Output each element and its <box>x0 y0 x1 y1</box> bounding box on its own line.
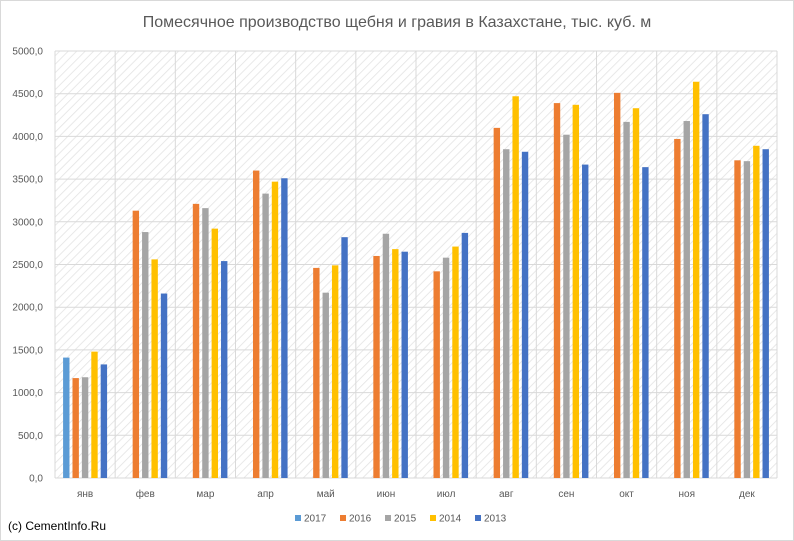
y-tick-label: 1000,0 <box>12 388 43 399</box>
legend-swatch-2014 <box>430 515 436 521</box>
x-tick-label: фев <box>136 488 155 500</box>
bar-2013-май <box>341 237 348 478</box>
legend-label: 2017 <box>304 514 327 525</box>
bar-2016-мар <box>192 203 200 478</box>
bar-2013-окт <box>642 167 649 479</box>
y-tick-label: 2000,0 <box>12 303 43 314</box>
bar-2016-янв <box>72 378 79 478</box>
legend-label: 2015 <box>394 514 417 525</box>
bar-2014-окт <box>632 108 640 478</box>
bar-2013-июл <box>461 232 469 478</box>
chart-title: Помесячное производство щебня и гравия в… <box>142 14 652 31</box>
bar-2016-фев <box>132 210 140 478</box>
bar-2015-дек <box>743 161 751 478</box>
x-tick-label: дек <box>739 489 755 500</box>
bar-2014-мар <box>211 228 219 478</box>
x-tick-label: мар <box>196 489 214 500</box>
legend-label: 2013 <box>484 514 507 525</box>
x-tick-label: июн <box>377 489 396 500</box>
x-tick-label: май <box>317 489 335 500</box>
x-tick-label: янв <box>77 489 93 500</box>
copyright-credit: (c) CementInfo.Ru <box>8 519 107 533</box>
bar-2016-май <box>313 267 320 478</box>
bar-2014-июл <box>452 246 459 478</box>
y-tick-label: 500,0 <box>18 431 43 442</box>
bar-2017-янв <box>63 357 70 478</box>
bar-2013-янв <box>100 364 108 478</box>
legend-label: 2016 <box>349 514 372 525</box>
y-tick-label: 1500,0 <box>12 345 43 356</box>
bar-2013-дек <box>762 149 769 478</box>
bar-2014-июн <box>392 249 399 478</box>
bar-2014-янв <box>91 351 98 478</box>
bar-2015-май <box>322 292 329 478</box>
x-tick-label: сен <box>558 489 574 500</box>
bar-2013-сен <box>582 164 589 478</box>
bar-2016-окт <box>613 92 621 478</box>
x-tick-label: июл <box>437 489 456 500</box>
legend-label: 2014 <box>439 514 462 525</box>
bar-2016-дек <box>734 160 741 478</box>
bar-2015-авг <box>503 149 510 478</box>
bar-2015-сен <box>563 134 570 478</box>
bar-2014-сен <box>572 104 580 478</box>
bar-2013-июн <box>401 251 408 478</box>
y-tick-label: 4000,0 <box>12 132 43 143</box>
y-tick-label: 3000,0 <box>12 217 43 228</box>
bar-2013-мар <box>221 261 228 478</box>
bar-2013-апр <box>281 178 288 478</box>
bar-2016-авг <box>493 127 501 479</box>
legend-swatch-2017 <box>295 515 301 521</box>
bar-2014-авг <box>512 96 519 479</box>
legend-swatch-2016 <box>340 515 346 521</box>
bar-2014-май <box>331 265 339 478</box>
bar-2015-фев <box>142 232 149 478</box>
y-tick-label: 0,0 <box>29 474 43 485</box>
bar-2013-авг <box>521 151 529 478</box>
x-tick-label: ноя <box>679 489 696 500</box>
bar-2015-мар <box>202 208 209 479</box>
bar-2016-июн <box>373 255 380 478</box>
bar-2013-фев <box>160 293 168 478</box>
bar-2015-апр <box>262 193 269 479</box>
bar-2015-янв <box>81 377 89 478</box>
y-tick-label: 2500,0 <box>12 260 43 271</box>
bar-2016-сен <box>553 103 561 479</box>
bar-2014-дек <box>753 145 760 478</box>
legend-swatch-2013 <box>475 515 481 521</box>
bar-2015-ноя <box>683 121 690 478</box>
x-tick-label: апр <box>257 489 274 500</box>
bar-2014-фев <box>151 259 158 478</box>
bar-2015-июл <box>442 257 450 478</box>
bar-2014-апр <box>271 181 279 479</box>
bar-2015-июн <box>382 233 390 478</box>
bar-2016-апр <box>252 170 260 478</box>
bar-2014-ноя <box>692 81 700 478</box>
bar-2015-окт <box>623 121 630 478</box>
y-tick-label: 5000,0 <box>12 47 43 58</box>
bar-2016-июл <box>433 271 440 478</box>
y-tick-label: 3500,0 <box>12 175 43 186</box>
legend-swatch-2015 <box>385 515 391 521</box>
bar-2016-ноя <box>674 138 681 478</box>
x-tick-label: окт <box>619 489 634 500</box>
x-tick-label: авг <box>499 489 514 500</box>
bar-2013-ноя <box>702 114 709 479</box>
y-tick-label: 4500,0 <box>12 89 43 100</box>
